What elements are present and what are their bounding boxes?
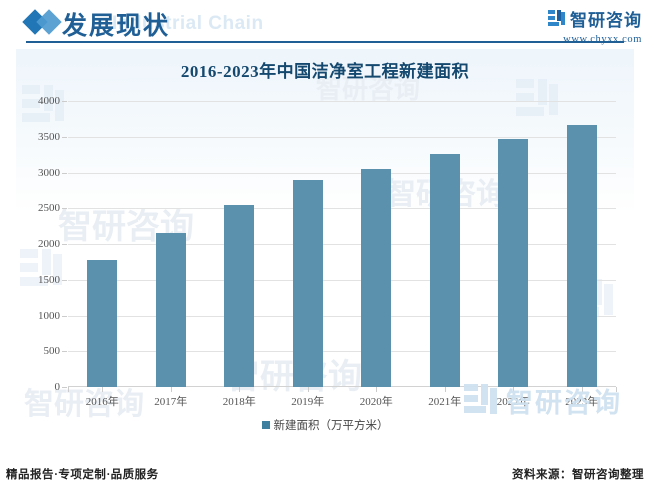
x-axis-tick <box>307 387 309 392</box>
brand-block: 智研咨询 www.chyxx.com <box>548 6 642 45</box>
chart-card: 智研咨询 智研咨询 智研咨询 智研咨询 智研咨询 2016-2023年中国洁净室… <box>16 49 634 460</box>
page-header: Industrial Chain 发展现状 智研咨询 www.chyxx.com <box>0 0 650 46</box>
footer-right-text: 资料来源：智研咨询整理 <box>512 469 644 481</box>
header-divider <box>26 41 624 43</box>
x-axis-label: 2016年 <box>85 396 119 408</box>
gridline <box>68 136 616 138</box>
x-axis-label: 2017年 <box>154 396 188 408</box>
y-axis-tick <box>62 101 67 102</box>
page-title: 发展现状 <box>62 13 171 40</box>
y-axis-label: 2000 <box>38 238 60 250</box>
chart-title: 2016-2023年中国洁净室工程新建面积 <box>180 62 470 81</box>
x-axis-tick <box>239 387 241 392</box>
bar[interactable] <box>224 205 255 387</box>
y-axis-tick <box>62 136 67 138</box>
header-ghost-subtitle: Industrial Chain <box>112 13 264 34</box>
x-axis-label: 2023年 <box>565 396 599 408</box>
x-axis-tick <box>376 387 378 392</box>
gridline <box>68 315 616 317</box>
y-axis-tick <box>62 279 67 281</box>
x-axis-label: 2018年 <box>222 396 256 408</box>
diamond-accent-icon <box>36 9 62 35</box>
bar[interactable] <box>292 179 323 387</box>
y-axis-label: 4000 <box>38 95 60 107</box>
y-axis-label: 500 <box>43 345 61 358</box>
gridline <box>68 351 616 353</box>
chart-plot-area: 0 500 1000 1500 2000 2500 3000 3500 4000 2016年 20… <box>38 95 617 408</box>
bar[interactable] <box>498 138 529 387</box>
x-axis-label: 2019年 <box>291 396 325 408</box>
x-axis-tick <box>444 387 446 392</box>
y-axis-label: 3500 <box>38 130 60 143</box>
brand-url: www.chyxx.com <box>563 34 642 45</box>
y-axis-tick <box>62 351 67 353</box>
gridline <box>68 101 616 102</box>
y-axis-tick <box>62 315 67 317</box>
y-axis-tick <box>62 387 67 388</box>
x-axis-tick <box>102 387 104 392</box>
y-axis-tick <box>62 172 67 174</box>
gridline <box>68 208 616 210</box>
y-axis-tick <box>62 208 67 210</box>
y-axis-label: 3000 <box>38 166 60 179</box>
x-axis-line <box>68 386 616 387</box>
x-axis-label: 2022年 <box>496 396 530 408</box>
bar[interactable] <box>87 259 118 387</box>
x-axis-label: 2021年 <box>428 396 462 408</box>
y-axis-tick <box>62 244 67 245</box>
x-axis-label: 2020年 <box>359 396 393 408</box>
x-axis-tick <box>513 387 515 392</box>
gridline <box>68 172 616 174</box>
x-axis-tick <box>616 387 617 392</box>
bar[interactable] <box>566 124 597 387</box>
chart-legend: 新建面积（万平方米） <box>16 417 634 433</box>
x-axis-tick <box>581 387 583 392</box>
bar[interactable] <box>429 153 460 387</box>
y-axis-label: 0 <box>54 381 61 393</box>
x-axis-tick <box>68 387 69 392</box>
zhiyan-logo-icon <box>548 10 565 27</box>
bar[interactable] <box>361 168 392 387</box>
y-axis-label: 1000 <box>38 309 60 322</box>
legend-swatch-icon <box>261 421 270 429</box>
y-axis-label: 2500 <box>38 202 60 215</box>
bar[interactable] <box>155 232 186 387</box>
footer-left-text: 精品报告·专项定制·品质服务 <box>6 469 159 481</box>
y-axis-label: 1500 <box>38 273 60 286</box>
gridline <box>68 244 616 245</box>
brand-name: 智研咨询 <box>570 11 642 30</box>
x-axis-tick <box>170 387 172 392</box>
gridline <box>68 279 616 281</box>
legend-label: 新建面积（万平方米） <box>273 420 389 432</box>
